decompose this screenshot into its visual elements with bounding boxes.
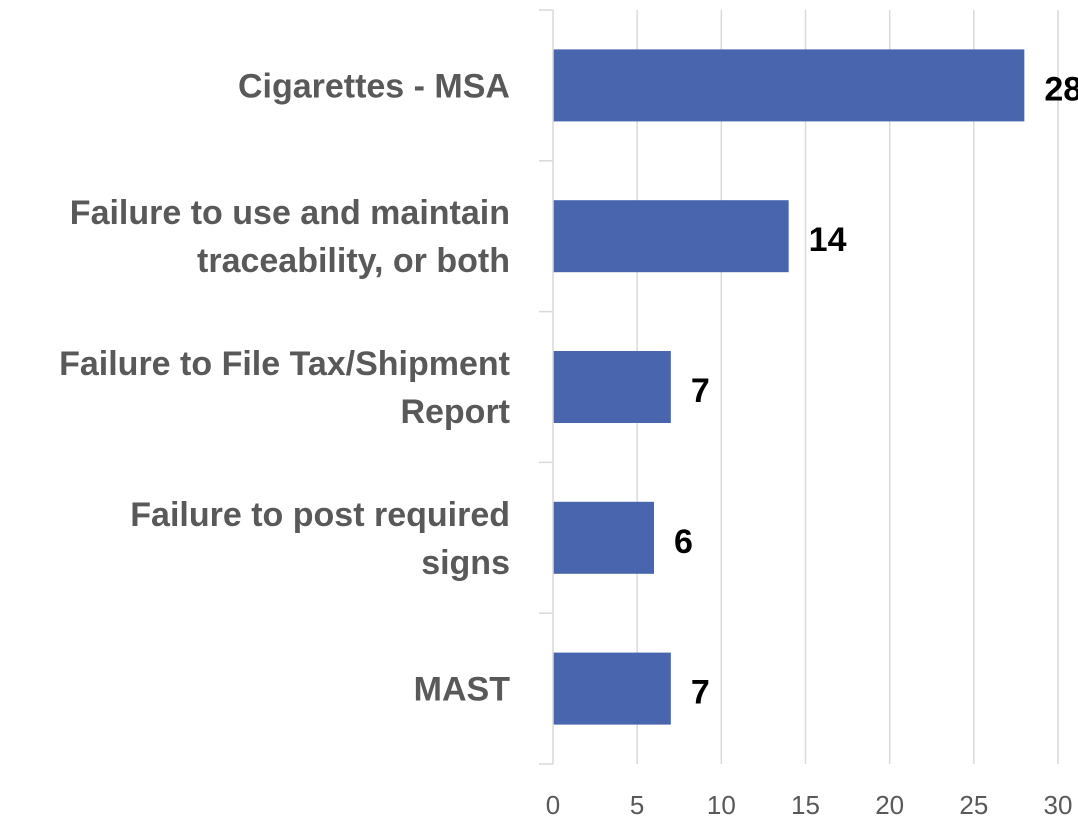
category-label: Cigarettes - MSA (238, 67, 510, 105)
data-label: 7 (691, 674, 710, 712)
gridlines (636, 10, 1059, 764)
category-labels: Cigarettes - MSA Failure to use and maint… (59, 67, 510, 708)
x-tick-label: 25 (959, 790, 988, 818)
x-tick-label: 30 (1044, 790, 1073, 818)
x-tick-label: 10 (707, 790, 736, 818)
category-axis (539, 9, 554, 765)
category-label: Failure to use and maintain traceability,… (70, 194, 510, 280)
bar (553, 652, 671, 725)
bar (553, 200, 789, 273)
x-tick-label: 0 (546, 790, 560, 818)
data-label: 7 (691, 372, 710, 410)
category-label: Failure to post required signs (130, 496, 510, 582)
bars (553, 49, 1025, 725)
data-label: 28 (1044, 70, 1078, 108)
bar (553, 49, 1025, 122)
data-label: 6 (674, 523, 693, 561)
bar (553, 351, 671, 423)
x-tick-label: 15 (791, 790, 820, 818)
bar (553, 501, 654, 574)
category-label: Failure to File Tax/Shipment Report (59, 345, 510, 431)
x-tick-label: 5 (630, 790, 644, 818)
data-label: 14 (809, 221, 847, 259)
category-label: MAST (414, 671, 511, 709)
x-tick-label: 20 (875, 790, 904, 818)
data-labels: 28 14 7 6 7 (674, 70, 1078, 711)
x-tick-labels: 0 5 10 15 20 25 30 (546, 790, 1073, 818)
